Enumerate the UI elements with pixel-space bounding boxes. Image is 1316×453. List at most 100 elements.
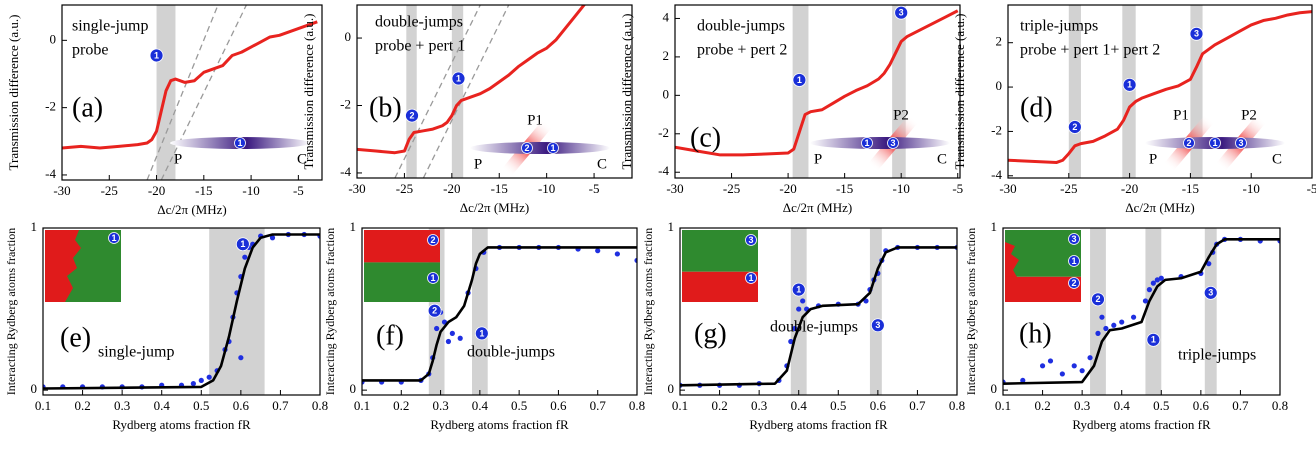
data-point xyxy=(614,251,620,257)
data-point xyxy=(445,338,452,345)
point-marker: 3 xyxy=(1068,233,1080,245)
point-marker: 2 xyxy=(427,303,442,318)
inset-beam-label: P2 xyxy=(893,107,909,123)
fit-line xyxy=(362,246,637,382)
annotation: triple-jumps xyxy=(1020,18,1098,35)
point-marker: 2 xyxy=(1068,277,1080,289)
inset-region xyxy=(682,230,758,272)
y-tick-label: 0 xyxy=(668,381,675,396)
marker-dot xyxy=(1068,233,1080,245)
x-tick-label: 0.3 xyxy=(751,398,767,413)
marker-label: 2 xyxy=(1186,138,1191,148)
x-axis-label: Δc/2π (MHz) xyxy=(1125,200,1194,215)
x-tick-label: 0.2 xyxy=(1034,398,1050,413)
marker-dot xyxy=(1068,277,1080,289)
inset-beam-label: P2 xyxy=(1241,107,1257,123)
marker-label: 1 xyxy=(797,75,802,85)
data-point xyxy=(796,306,802,312)
x-tick-label: 0.2 xyxy=(711,398,727,413)
y-axis-label: Transmission difference (a.u.) xyxy=(619,14,634,170)
y-axis-label: Transmission difference (a.u.) xyxy=(6,15,21,171)
inset-start-label: P xyxy=(174,151,182,167)
marker-dot xyxy=(745,234,757,246)
x-tick-label: 0.4 xyxy=(1114,398,1131,413)
marker-label: 3 xyxy=(1208,288,1213,298)
x-tick-label: -30 xyxy=(53,183,70,198)
shaded-band xyxy=(892,5,906,178)
marker-dot xyxy=(1068,255,1080,267)
x-tick-label: -30 xyxy=(999,181,1016,196)
x-tick-label: -25 xyxy=(1060,181,1077,196)
point-marker: 2 xyxy=(1091,292,1105,307)
y-axis-label: Interacting Rydberg atoms fraction xyxy=(4,228,18,396)
y-tick-label: -4 xyxy=(991,167,1002,182)
x-tick-label: 0.4 xyxy=(791,398,808,413)
inset-beam-label: P1 xyxy=(1173,107,1189,123)
plot-area xyxy=(43,228,320,395)
panel-label: (e) xyxy=(60,322,91,353)
point-marker: 3 xyxy=(1235,137,1247,149)
y-tick-label: -2 xyxy=(658,125,669,140)
x-tick-label: 0.4 xyxy=(472,398,489,413)
marker-label: 1 xyxy=(1212,138,1217,148)
axes-frame xyxy=(1002,227,1281,396)
axes-frame xyxy=(361,227,638,396)
annotation: probe + pert 1 xyxy=(375,38,465,55)
x-tick-label: 0.8 xyxy=(949,398,965,413)
data-point xyxy=(1206,261,1212,267)
shaded-band xyxy=(1145,228,1162,395)
marker-label: 2 xyxy=(1072,122,1077,132)
shaded-band xyxy=(1204,228,1217,395)
panel-label: (g) xyxy=(694,318,727,349)
inset-cloud xyxy=(470,142,610,154)
y-tick-label: -4 xyxy=(658,163,669,178)
inset-start-label: P xyxy=(1149,151,1157,167)
marker-label: 2 xyxy=(430,235,435,245)
marker-dot xyxy=(1146,332,1161,347)
x-tick-label: 0.6 xyxy=(233,398,250,413)
guide-line xyxy=(146,5,219,180)
annotation: double-jumps xyxy=(467,344,555,361)
data-point xyxy=(595,248,601,254)
marker-label: 1 xyxy=(1127,80,1132,90)
data-point xyxy=(1154,277,1160,283)
plot-area xyxy=(357,5,586,178)
data-point xyxy=(634,257,637,264)
marker-label: 3 xyxy=(1071,234,1076,244)
point-marker: 1 xyxy=(1068,255,1080,267)
x-tick-label: -5 xyxy=(589,181,600,196)
data-point xyxy=(1047,358,1054,364)
y-tick-label: 0 xyxy=(345,29,352,44)
marker-dot xyxy=(427,303,442,318)
annotation: double-jumps xyxy=(697,18,785,35)
point-marker: 3 xyxy=(870,318,885,333)
marker-dot xyxy=(791,282,806,297)
annotation: probe xyxy=(72,42,108,59)
x-tick-label: 0.6 xyxy=(550,398,567,413)
x-tick-label: 0.5 xyxy=(193,398,209,413)
data-point xyxy=(457,335,463,341)
y-tick-label: 0 xyxy=(350,381,357,396)
marker-label: 3 xyxy=(1238,138,1243,148)
marker-dot xyxy=(547,142,559,154)
data-point xyxy=(1119,319,1125,325)
data-point xyxy=(792,325,798,332)
marker-dot xyxy=(521,142,533,154)
y-tick-label: -4 xyxy=(45,166,56,181)
y-tick-label: 1 xyxy=(31,219,38,234)
point-marker: 3 xyxy=(894,5,909,20)
inset-diagram: P2 P C xyxy=(810,107,950,172)
data-point xyxy=(1111,322,1117,328)
x-tick-label: 0.1 xyxy=(672,398,688,413)
point-marker: 3 xyxy=(1189,26,1204,41)
annotation: double-jumps xyxy=(770,319,858,336)
inset-region xyxy=(364,230,440,263)
inset-region xyxy=(45,230,81,302)
point-marker: 1 xyxy=(791,282,806,297)
marker-label: 2 xyxy=(409,110,414,120)
data-point xyxy=(242,254,248,260)
marker-label: 1 xyxy=(864,138,869,148)
panel-label: (d) xyxy=(1020,92,1053,123)
x-tick-label: -15 xyxy=(491,181,508,196)
data-point xyxy=(1039,363,1046,369)
